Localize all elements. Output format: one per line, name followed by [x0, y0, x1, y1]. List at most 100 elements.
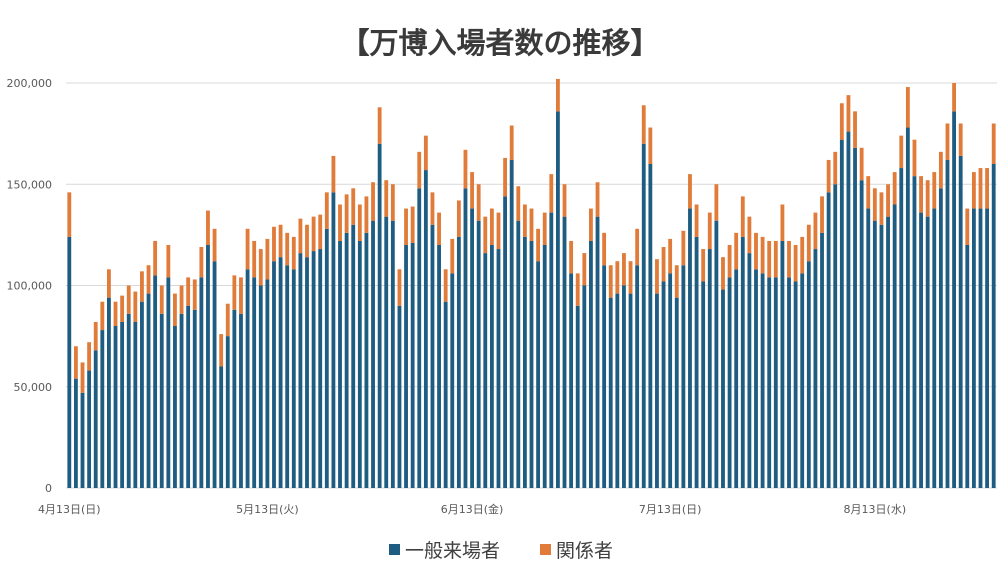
bar-staff	[859, 147, 864, 181]
bar-general	[833, 184, 838, 488]
bar-general	[826, 192, 831, 488]
bar-staff	[245, 228, 250, 270]
x-tick-label: 4月13日(日)	[38, 503, 101, 516]
bar-staff	[707, 212, 712, 250]
bar-general	[179, 313, 184, 488]
bar-general	[886, 216, 890, 488]
bar-staff	[450, 238, 455, 274]
bar-general	[562, 216, 567, 488]
bar-general	[516, 220, 521, 488]
bar-general	[146, 293, 151, 488]
bar-general	[628, 293, 633, 488]
bar-staff	[886, 184, 890, 217]
bar-staff	[701, 249, 706, 282]
bar-staff	[133, 291, 138, 322]
bar-general	[905, 127, 910, 489]
bar-staff	[826, 159, 831, 193]
bar-general	[73, 378, 78, 488]
bar-general	[853, 147, 857, 489]
bar-general	[192, 309, 197, 488]
bar-staff	[516, 186, 521, 221]
bar-staff	[714, 184, 719, 221]
bar-general	[899, 168, 904, 489]
bar-staff	[496, 212, 501, 250]
bar-general	[463, 188, 468, 489]
bar-general	[655, 293, 659, 488]
bar-general	[734, 269, 739, 488]
bar-general	[839, 139, 844, 488]
bar-general	[450, 273, 455, 488]
bar-general	[397, 305, 402, 488]
bar-general	[159, 313, 164, 488]
bar-staff	[232, 275, 237, 310]
bar-general	[595, 216, 600, 488]
bar-staff	[549, 174, 554, 213]
x-tick-label: 5月13日(火)	[236, 503, 299, 516]
bar-general	[602, 265, 607, 488]
bar-general	[536, 261, 541, 488]
bar-staff	[258, 249, 263, 286]
bar-general	[384, 216, 389, 488]
bar-staff	[173, 293, 177, 326]
bar-staff	[991, 123, 996, 164]
bar-staff	[351, 188, 356, 225]
bar-general	[991, 164, 996, 488]
bar-staff	[410, 206, 415, 243]
bar-staff	[932, 172, 937, 209]
bar-general	[199, 277, 204, 488]
bar-staff	[364, 196, 369, 233]
bar-staff	[93, 321, 98, 351]
bar-staff	[952, 83, 956, 112]
bar-staff	[423, 135, 428, 171]
bar-staff	[820, 196, 824, 233]
bar-staff	[73, 346, 78, 379]
bar-staff	[694, 204, 699, 237]
bar-general	[443, 301, 448, 488]
bar-general	[120, 321, 125, 488]
bar-general	[892, 204, 897, 488]
bar-general	[641, 143, 646, 488]
bar-staff	[641, 105, 646, 144]
bar-staff	[595, 182, 600, 217]
y-tick-label: 100,000	[7, 280, 53, 293]
bar-staff	[555, 78, 560, 112]
bar-staff	[945, 123, 950, 160]
bar-staff	[734, 232, 739, 270]
bar-general	[965, 245, 970, 488]
bar-staff	[721, 257, 725, 290]
bar-staff	[866, 176, 871, 209]
bar-staff	[192, 279, 197, 310]
bar-general	[919, 212, 923, 488]
legend: 一般来場者 関係者	[389, 540, 613, 562]
bar-general	[787, 277, 791, 488]
bar-staff	[846, 95, 851, 132]
bar-general	[107, 297, 111, 488]
bar-staff	[318, 214, 323, 250]
bar-staff	[311, 216, 316, 252]
bar-general	[800, 273, 805, 488]
bar-general	[754, 269, 758, 488]
bar-staff	[443, 269, 448, 302]
bar-staff	[727, 245, 732, 278]
bar-staff	[186, 277, 191, 306]
bar-staff	[529, 208, 534, 241]
bar-staff	[925, 180, 930, 217]
bar-general	[694, 236, 699, 488]
x-tick-label: 7月13日(日)	[639, 503, 702, 516]
bar-staff	[278, 224, 283, 258]
bar-general	[225, 336, 230, 488]
y-axis-ticks: 0 50,000 100,000 150,000 200,000	[7, 77, 53, 495]
bar-general	[311, 251, 316, 488]
bar-staff	[674, 265, 679, 298]
legend-label-staff: 関係者	[556, 540, 613, 562]
bar-general	[608, 297, 613, 488]
bar-general	[410, 242, 415, 488]
legend-swatch-general	[389, 544, 400, 555]
bar-staff	[489, 208, 494, 245]
bar-staff	[67, 192, 72, 237]
bar-general	[721, 289, 725, 488]
bar-general	[212, 261, 217, 488]
bar-staff	[853, 111, 857, 148]
bar-staff	[668, 238, 673, 274]
bar-staff	[291, 236, 296, 270]
